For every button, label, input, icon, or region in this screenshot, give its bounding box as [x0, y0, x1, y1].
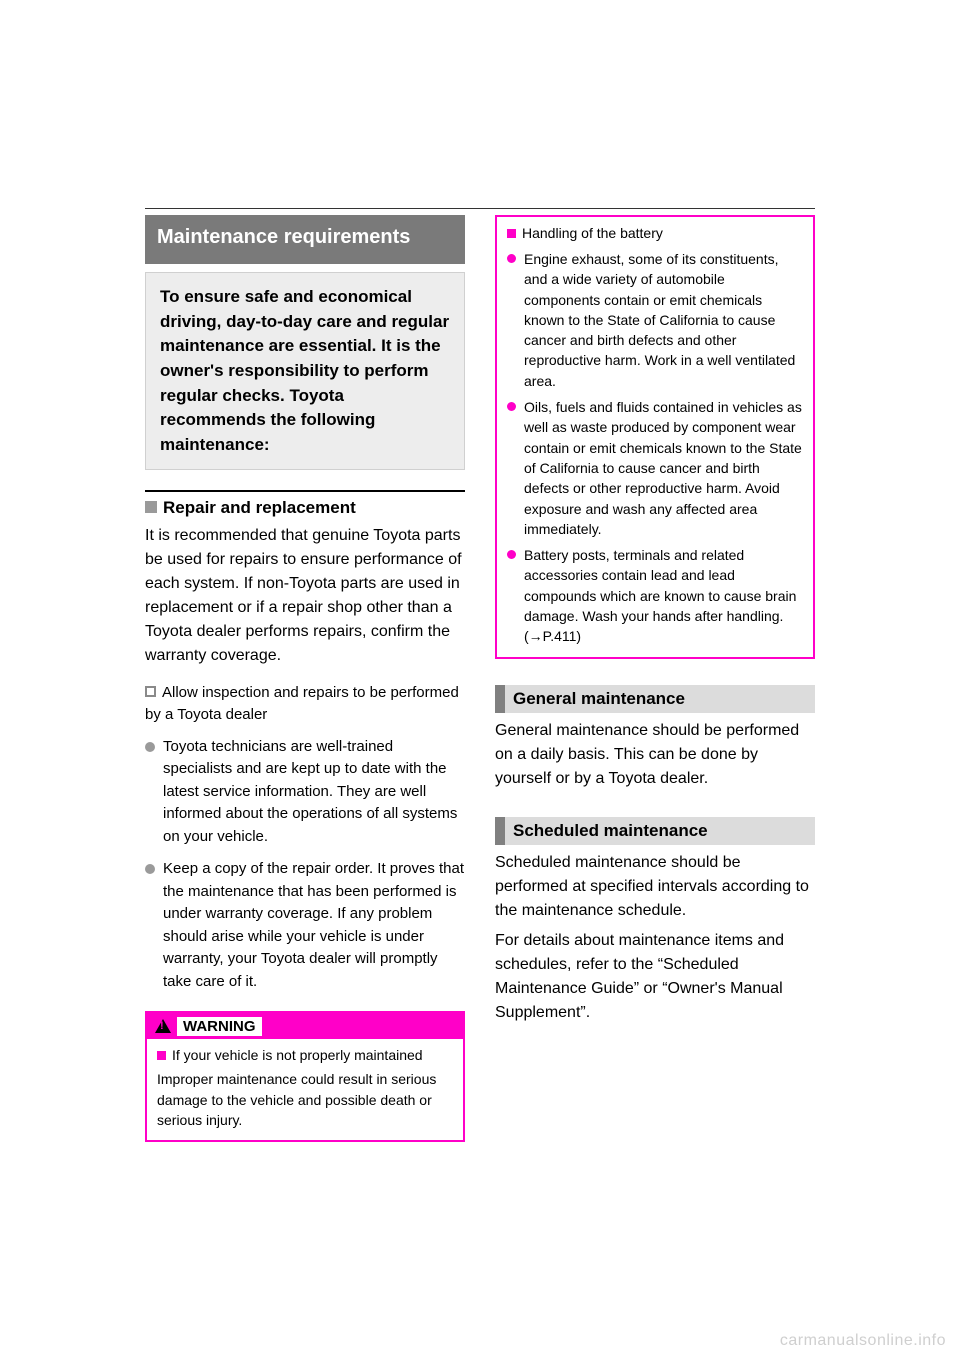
bullet-dot-icon: [145, 742, 155, 752]
warning-triangle-icon: [155, 1019, 171, 1033]
intro-paragraph: To ensure safe and econom­ical driving, …: [145, 272, 465, 470]
warning-box-continued: Handling of the battery Engine exhaust, …: [495, 215, 815, 659]
warning-bullet: Battery posts, terminals and related acc…: [507, 545, 803, 646]
bullet-dot-icon: [145, 864, 155, 874]
subsection-title: Repair and replacement: [163, 498, 356, 517]
warning-box: WARNING If your vehicle is not properly …: [145, 1011, 465, 1142]
warning-body: Handling of the battery Engine exhaust, …: [497, 217, 813, 657]
scheduled-paragraph-1: Scheduled maintenance should be performe…: [495, 851, 815, 923]
watermark-text: carmanualsonline.info: [780, 1332, 946, 1350]
warning-label: WARNING: [177, 1017, 262, 1036]
bullet-item: Keep a copy of the repair order. It prov…: [145, 858, 465, 993]
warning-bullet: Engine exhaust, some of its con­stituent…: [507, 249, 803, 391]
heading-general-maintenance: General maintenance: [495, 685, 815, 713]
warning-subtitle: Handling of the battery: [522, 225, 663, 241]
warning-bullet: Oils, fuels and fluids contained in vehi…: [507, 397, 803, 539]
scheduled-paragraph-2: For details about maintenance items and …: [495, 929, 815, 1025]
warning-bullet-text: Oils, fuels and fluids contained in vehi…: [524, 397, 803, 539]
warning-paragraph: Improper maintenance could result in ser…: [157, 1069, 453, 1130]
sub-note-text: Allow inspection and repairs to be perfo…: [145, 684, 459, 723]
section-title: Maintenance require­ments: [145, 215, 465, 264]
warning-subtitle: If your vehicle is not properly maintain…: [172, 1047, 423, 1063]
warning-square-icon: [507, 229, 516, 238]
warning-header: WARNING: [147, 1013, 463, 1039]
warning-dot-icon: [507, 402, 516, 411]
warning-bullet-text: Engine exhaust, some of its con­stituent…: [524, 249, 803, 391]
warning-bullet-text: Battery posts, terminals and related acc…: [524, 545, 803, 646]
page-top-rule: [145, 208, 815, 209]
warning-body: If your vehicle is not properly maintain…: [147, 1039, 463, 1140]
warning-dot-icon: [507, 254, 516, 263]
bullet-text: Keep a copy of the repair order. It prov…: [163, 858, 465, 993]
square-marker-icon: [145, 501, 157, 513]
heading-scheduled-maintenance: Scheduled maintenance: [495, 817, 815, 845]
right-column: Handling of the battery Engine exhaust, …: [495, 215, 815, 1025]
page-content: Maintenance require­ments To ensure safe…: [145, 215, 815, 1142]
warning-dot-icon: [507, 550, 516, 559]
general-paragraph: General maintenance should be performed …: [495, 719, 815, 791]
bullet-text: Toyota technicians are well-trained spec…: [163, 736, 465, 849]
left-column: Maintenance require­ments To ensure safe…: [145, 215, 465, 1142]
warning-square-icon: [157, 1051, 166, 1060]
sub-note: Allow inspection and repairs to be perfo…: [145, 682, 465, 726]
repair-paragraph: It is recommended that genuine Toyota pa…: [145, 524, 465, 668]
square-outline-icon: [145, 686, 156, 697]
subsection-repair-replacement: Repair and replacement: [145, 490, 465, 518]
bullet-item: Toyota technicians are well-trained spec…: [145, 736, 465, 849]
